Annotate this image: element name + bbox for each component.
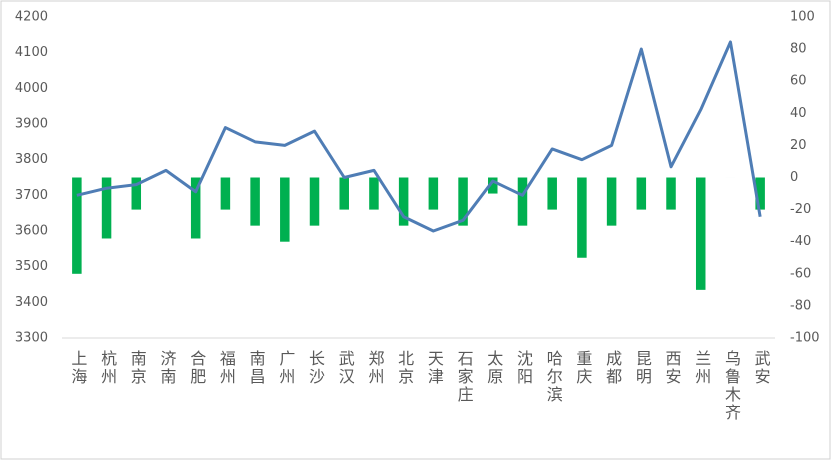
bar [695, 177, 706, 290]
x-tick-label: 重庆 [573, 350, 592, 386]
x-tick-label: 昆明 [633, 350, 652, 386]
bar [755, 177, 765, 210]
x-tick-label: 济南 [157, 350, 176, 386]
bar [517, 177, 528, 226]
bar [72, 177, 82, 274]
y2-tick-label: 20 [790, 138, 807, 153]
bar [131, 177, 142, 210]
x-tick-label: 南昌 [247, 350, 266, 386]
x-tick-label: 合肥 [187, 350, 206, 386]
x-tick-label: 天津 [425, 350, 444, 386]
y2-tick-label: 80 [790, 42, 807, 57]
y2-tick-label: -20 [790, 202, 811, 217]
y2-tick-label: 40 [790, 106, 807, 121]
bar [309, 177, 320, 226]
x-tick-label: 太原 [484, 350, 503, 386]
y2-tick-label: 0 [790, 170, 798, 185]
y-tick-label: 4200 [15, 10, 48, 25]
bar [606, 177, 617, 226]
x-tick-label: 武汉 [336, 350, 355, 386]
bar [577, 177, 587, 258]
line [76, 40, 762, 233]
y2-tick-label: -80 [790, 298, 811, 313]
x-tick-label: 兰州 [692, 350, 711, 386]
y2-tick-label: 60 [790, 74, 807, 89]
bar [488, 177, 498, 194]
x-tick-label: 武安 [752, 350, 771, 386]
y-tick-label: 3600 [15, 224, 48, 239]
x-tick-label: 成都 [603, 350, 622, 386]
x-tick-label: 北京 [395, 350, 414, 386]
bar [547, 177, 557, 210]
bar [250, 177, 260, 226]
y2-tick-label: -40 [790, 234, 811, 249]
x-tick-label: 郑州 [365, 350, 384, 386]
x-tick-label: 西安 [663, 350, 682, 386]
bar [280, 177, 290, 242]
bar [190, 177, 201, 239]
bar [220, 177, 231, 210]
y-tick-label: 4100 [15, 45, 48, 60]
x-tick-label: 乌鲁木齐 [722, 350, 741, 422]
bar [339, 177, 349, 210]
bar [101, 177, 112, 239]
bar [666, 177, 676, 210]
y2-tick-label: -100 [790, 331, 820, 346]
y-tick-label: 3800 [15, 152, 48, 167]
y-tick-label: 3500 [15, 259, 48, 274]
y2-tick-label: 100 [790, 10, 815, 25]
x-tick-label: 石家庄 [455, 350, 474, 404]
y2-tick-label: -60 [790, 266, 811, 281]
bar [398, 177, 409, 226]
x-tick-label: 福州 [217, 350, 236, 386]
bar [369, 177, 379, 210]
x-tick-label: 沈阳 [514, 350, 533, 386]
y-tick-label: 3700 [15, 188, 48, 203]
y-tick-label: 3300 [15, 331, 48, 346]
x-tick-label: 广州 [276, 350, 295, 386]
x-tick-label: 长沙 [306, 350, 325, 386]
y-tick-label: 3400 [15, 295, 48, 310]
x-tick-label: 哈尔滨 [544, 350, 563, 404]
bar [636, 177, 647, 210]
y-tick-label: 3900 [15, 117, 48, 132]
x-tick-label: 南京 [128, 350, 147, 386]
bar [458, 177, 468, 226]
x-tick-label: 上海 [68, 350, 87, 386]
x-tick-label: 杭州 [98, 350, 117, 386]
bar [428, 177, 439, 210]
y-tick-label: 4000 [15, 81, 48, 96]
